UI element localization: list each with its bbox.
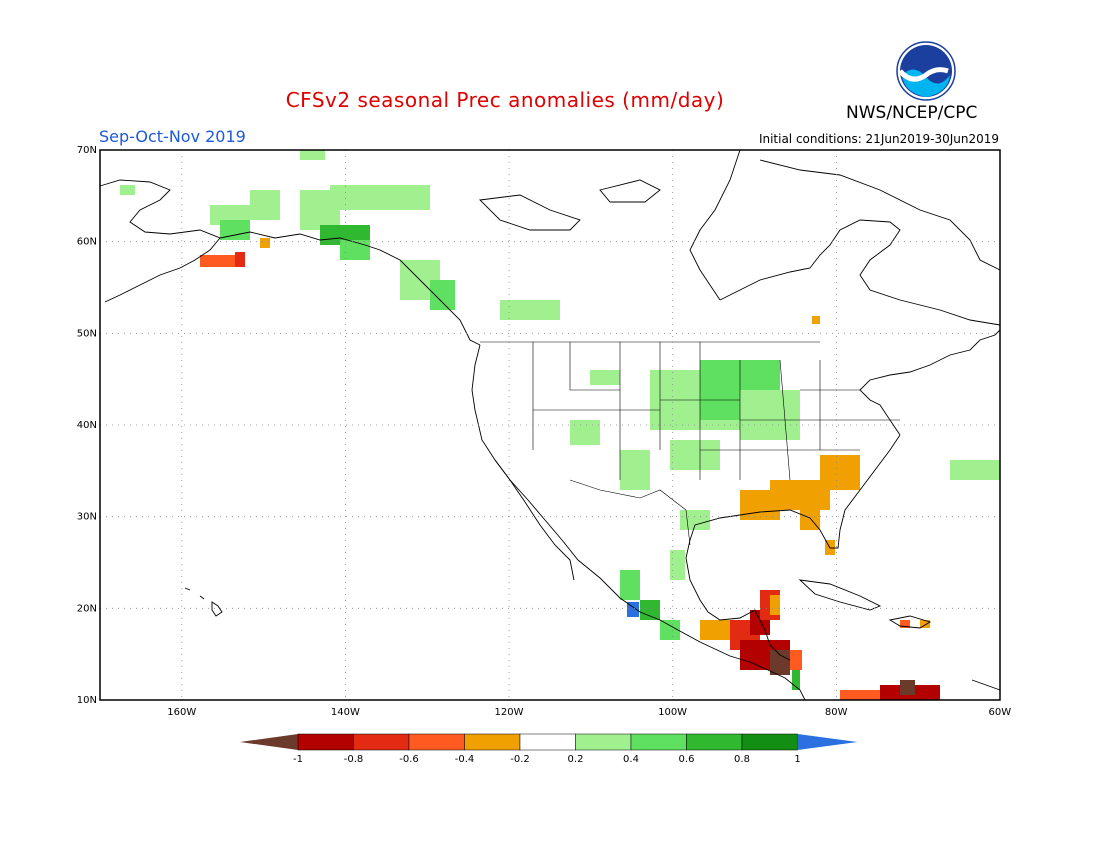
anomaly-cell (220, 220, 250, 240)
legend-tick-label: 0.4 (623, 754, 639, 765)
anomaly-cell (680, 510, 710, 530)
initial-conditions-label: Initial conditions: 21Jun2019-30Jun2019 (758, 132, 999, 146)
anomaly-cell (900, 680, 915, 695)
longitude-label: 120W (495, 707, 524, 718)
legend-tick-label: 0.2 (568, 754, 584, 765)
longitude-label: 100W (658, 707, 687, 718)
anomaly-cell (740, 390, 800, 440)
anomaly-cell (920, 620, 930, 628)
anomaly-cell (620, 570, 640, 600)
legend-arrow-low (240, 734, 298, 750)
anomaly-cell (300, 150, 325, 160)
latitude-label: 30N (77, 512, 97, 523)
latitude-label: 70N (77, 145, 97, 156)
anomaly-cell (570, 420, 600, 445)
legend-tick-label: 1 (794, 754, 800, 765)
color-legend: -1 -0.8 -0.6 -0.4 -0.2 0.2 0.4 0.6 0.8 1 (240, 733, 858, 765)
latitude-label: 60N (77, 237, 97, 248)
anomaly-cell (770, 595, 780, 615)
state-borders (480, 341, 900, 546)
coastlines (99, 149, 1001, 701)
legend-tick-label: -0.8 (344, 754, 364, 765)
anomaly-cell (640, 600, 660, 620)
legend-swatch (686, 733, 743, 751)
anomaly-cell (660, 620, 680, 640)
anomaly-cell (430, 280, 455, 310)
legend-swatch (741, 733, 798, 751)
anomaly-cell (250, 190, 280, 220)
legend-tick-label: 0.8 (734, 754, 750, 765)
map-title: CFSv2 seasonal Prec anomalies (mm/day) (285, 88, 725, 112)
latitude-labels: 70N 60N 50N 40N 30N 20N 10N (77, 145, 97, 706)
longitude-label: 160W (167, 707, 196, 718)
anomaly-cell (950, 460, 1000, 480)
legend-tick-label: 0.6 (679, 754, 695, 765)
anomaly-cell (792, 670, 800, 690)
anomaly-cell (770, 650, 790, 675)
anomaly-cell (670, 440, 720, 470)
anomaly-cell (200, 255, 240, 267)
agency-label: NWS/NCEP/CPC (846, 103, 978, 123)
legend-swatch (519, 733, 576, 751)
anomaly-cell (500, 300, 560, 320)
legend-tick-label: -1 (293, 754, 303, 765)
longitude-label: 140W (331, 707, 360, 718)
latitude-label: 10N (77, 695, 97, 706)
anomaly-cell (670, 550, 685, 580)
anomaly-cell (790, 650, 802, 670)
legend-tick-label: -0.2 (510, 754, 530, 765)
precipitation-anomaly-map: 70N 60N 50N 40N 30N 20N 10N 160W 140W 120W 100W 80… (77, 145, 1011, 718)
latitude-label: 40N (77, 420, 97, 431)
anomaly-cell (120, 185, 135, 195)
legend-arrow-high (797, 734, 858, 750)
legend-swatch (353, 733, 410, 751)
anomaly-cell (330, 185, 430, 210)
longitude-labels: 160W 140W 120W 100W 80W 60W (167, 707, 1011, 718)
anomaly-cell (260, 238, 270, 248)
legend-swatch (464, 733, 521, 751)
anomaly-cell (340, 240, 370, 260)
legend-tick-label: -0.6 (399, 754, 419, 765)
anomaly-cell (812, 316, 820, 324)
graticule (100, 150, 1000, 700)
longitude-label: 80W (825, 707, 848, 718)
legend-swatch (408, 733, 465, 751)
anomaly-cell (900, 620, 910, 628)
anomaly-cell (627, 602, 639, 617)
anomaly-cell (235, 252, 245, 267)
legend-tick-label: -0.4 (455, 754, 475, 765)
latitude-label: 20N (77, 603, 97, 614)
latitude-label: 50N (77, 328, 97, 339)
anomaly-cell (590, 370, 620, 385)
anomaly-cell (820, 455, 860, 490)
legend-swatch (630, 733, 687, 751)
anomaly-cell (840, 690, 880, 700)
anomaly-cell (800, 510, 820, 530)
legend-swatch (297, 733, 354, 751)
longitude-label: 60W (988, 707, 1011, 718)
noaa-logo (896, 41, 956, 101)
legend-swatch (575, 733, 632, 751)
season-label: Sep-Oct-Nov 2019 (99, 127, 246, 146)
anomaly-cell (620, 450, 650, 490)
